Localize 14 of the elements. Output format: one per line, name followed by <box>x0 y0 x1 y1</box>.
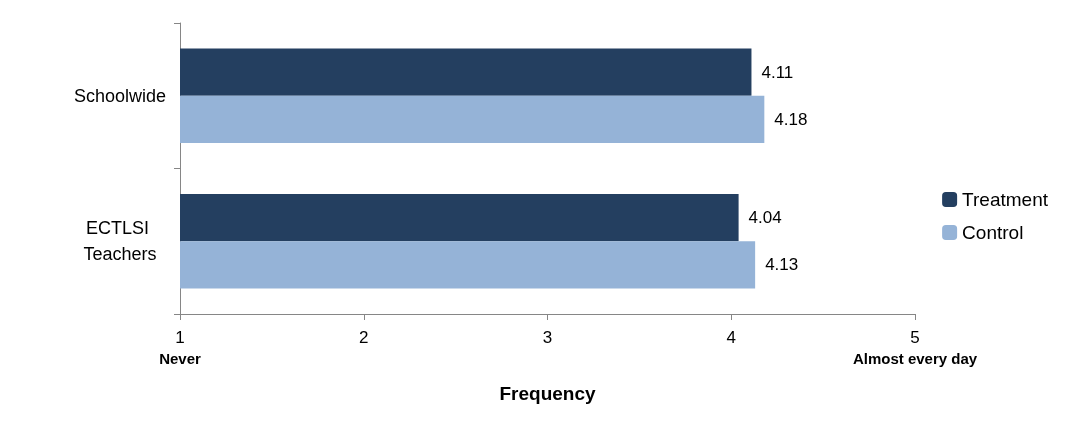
y-tick-label: ECTLSI Teachers <box>83 218 157 265</box>
y-tick-label: Schoolwide <box>73 85 167 106</box>
x-tick-label: 1 Never <box>159 327 202 367</box>
x-axis-title: Frequency <box>499 383 596 404</box>
x-tick-label: 4 <box>726 327 736 347</box>
data-label: 4.18 <box>774 109 808 129</box>
x-tick-label: 2 <box>359 327 369 347</box>
data-label: 4.11 <box>761 62 794 82</box>
legend-label: Control <box>962 222 1024 243</box>
data-label: 4.04 <box>748 208 782 228</box>
data-label: 4.13 <box>765 255 799 275</box>
x-tick-label: 5 Almost every day <box>852 327 978 367</box>
x-tick-label: 3 <box>542 327 553 347</box>
legend-label: Treatment <box>962 189 1049 210</box>
